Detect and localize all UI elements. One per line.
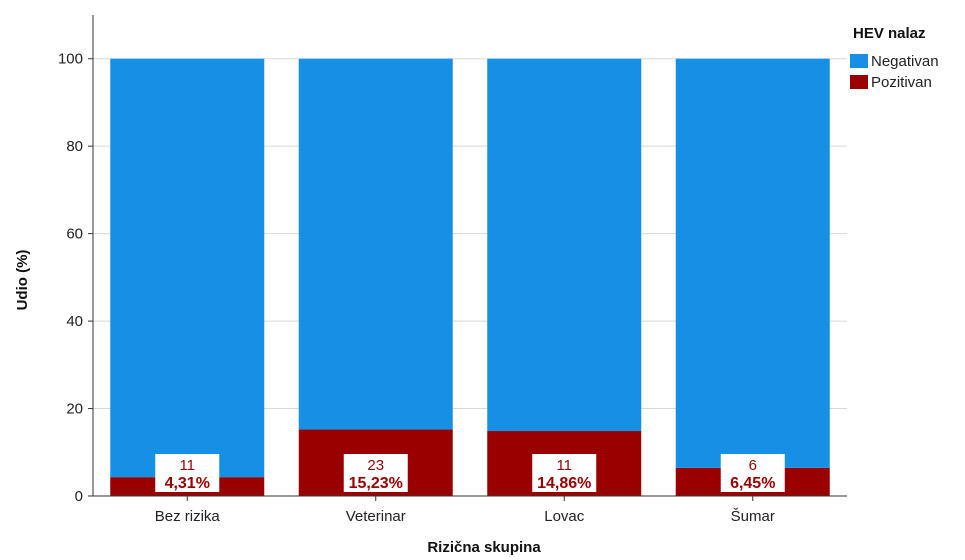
- legend-label-negativan: Negativan: [871, 53, 939, 70]
- y-tick-label: 100: [58, 51, 83, 68]
- data-label-percent: 4,31%: [165, 475, 210, 492]
- data-label-count: 11: [179, 457, 195, 474]
- bars: [110, 58, 830, 496]
- bar-negativan: [675, 58, 830, 468]
- data-label-count: 23: [367, 457, 384, 474]
- y-axis-title: Udio (%): [14, 250, 31, 311]
- legend-label-pozitivan: Pozitivan: [871, 74, 932, 91]
- data-label-box: [155, 454, 220, 492]
- data-label-count: 11: [556, 457, 572, 474]
- x-axis-title: Rizična skupina: [427, 539, 541, 556]
- data-label-box: [343, 454, 408, 492]
- legend-swatch-pozitivan: [850, 75, 868, 89]
- data-label-box: [720, 454, 785, 492]
- y-tick-label: 0: [75, 488, 83, 505]
- x-tick-label: Šumar: [731, 508, 775, 525]
- data-label-percent: 15,23%: [349, 475, 403, 492]
- y-tick-label: 20: [66, 401, 83, 418]
- legend-title: HEV nalaz: [853, 25, 926, 42]
- bar-negativan: [298, 58, 453, 430]
- legend: HEV nalaz Negativan Pozitivan: [850, 25, 939, 91]
- bar-negativan: [487, 58, 642, 432]
- axes: 0 20 40 60 80 100 Bez rizika Veterinar Lovac Šuma…: [58, 15, 847, 525]
- x-tick-label: Bez rizika: [155, 508, 221, 525]
- data-label-count: 6: [749, 457, 757, 474]
- y-tick-label: 40: [66, 313, 83, 330]
- data-label-percent: 14,86%: [537, 475, 591, 492]
- y-tick-label: 60: [66, 226, 83, 243]
- bar-negativan: [110, 58, 265, 478]
- y-tick-label: 80: [66, 138, 83, 155]
- legend-swatch-negativan: [850, 54, 868, 68]
- x-tick-label: Veterinar: [346, 508, 406, 525]
- data-label-box: [532, 454, 597, 492]
- x-tick-label: Lovac: [544, 508, 585, 525]
- data-label-percent: 6,45%: [730, 475, 775, 492]
